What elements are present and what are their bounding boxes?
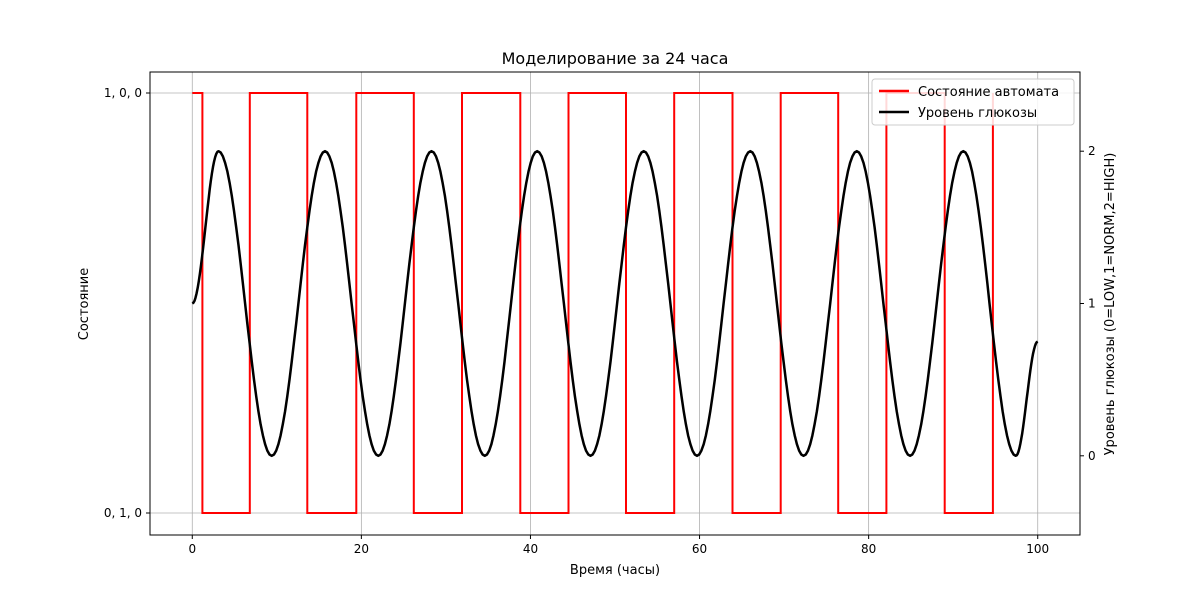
left-tick-label-0: 0, 1, 0 xyxy=(104,506,142,520)
x-tick-label-5: 100 xyxy=(1026,542,1049,556)
series-layer xyxy=(191,92,1039,514)
grid xyxy=(150,72,1080,535)
legend-label-glucose: Уровень глюкозы xyxy=(918,106,1037,121)
x-axis-label: Время (часы) xyxy=(570,563,660,578)
right-tick-label-2: 2 xyxy=(1088,144,1096,158)
right-axis-label: Уровень глюкозы (0=LOW,1=NORM,2=HIGH) xyxy=(1103,153,1118,456)
right-tick-label-1: 1 xyxy=(1088,297,1096,311)
x-tick-label-1: 20 xyxy=(354,542,369,556)
x-tick-label-0: 0 xyxy=(188,542,196,556)
series-state-line xyxy=(192,92,994,514)
left-tick-label-1: 1, 0, 0 xyxy=(104,86,142,100)
left-y-axis: 0, 1, 0 1, 0, 0 xyxy=(104,86,150,520)
left-axis-label: Состояние xyxy=(77,268,92,340)
series-glucose-line xyxy=(191,149,1039,458)
x-tick-label-4: 80 xyxy=(861,542,876,556)
legend: Состояние автомата Уровень глюкозы xyxy=(871,78,1075,126)
right-y-axis: 0 1 2 xyxy=(1080,144,1096,463)
x-axis: 0 20 40 60 80 100 xyxy=(188,535,1049,556)
plot-frame xyxy=(149,71,1081,536)
legend-box xyxy=(871,78,1075,126)
x-tick-label-2: 40 xyxy=(523,542,538,556)
legend-label-state: Состояние автомата xyxy=(918,85,1059,100)
right-tick-label-0: 0 xyxy=(1088,449,1096,463)
chart-title: Моделирование за 24 часа xyxy=(502,49,729,68)
x-tick-label-3: 60 xyxy=(692,542,707,556)
